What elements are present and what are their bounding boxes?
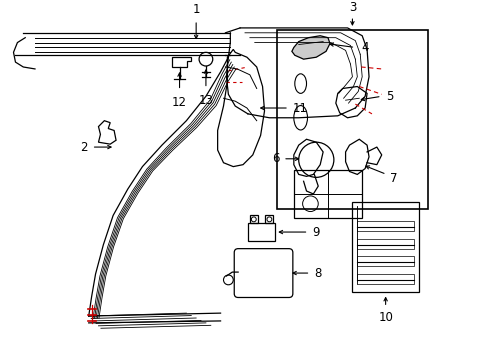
Text: 6: 6 [271,152,279,165]
Text: 5: 5 [386,90,393,103]
Bar [249,215,257,223]
Bar [277,30,427,208]
Bar [357,256,413,266]
Bar [357,221,413,231]
Bar [357,239,413,249]
Text: 7: 7 [389,172,396,185]
Text: 11: 11 [292,102,307,114]
Bar [265,215,273,223]
Text: 1: 1 [192,3,200,16]
Polygon shape [291,36,329,59]
Text: 12: 12 [172,96,187,109]
Text: 13: 13 [198,94,213,107]
Text: 3: 3 [348,1,355,14]
Text: 9: 9 [312,226,319,239]
Text: 8: 8 [314,266,321,280]
Bar [247,223,275,241]
Text: 2: 2 [80,140,87,154]
Bar [357,274,413,284]
Text: 4: 4 [361,41,368,54]
Bar [293,170,362,219]
Bar [352,202,418,292]
Text: 10: 10 [377,311,392,324]
